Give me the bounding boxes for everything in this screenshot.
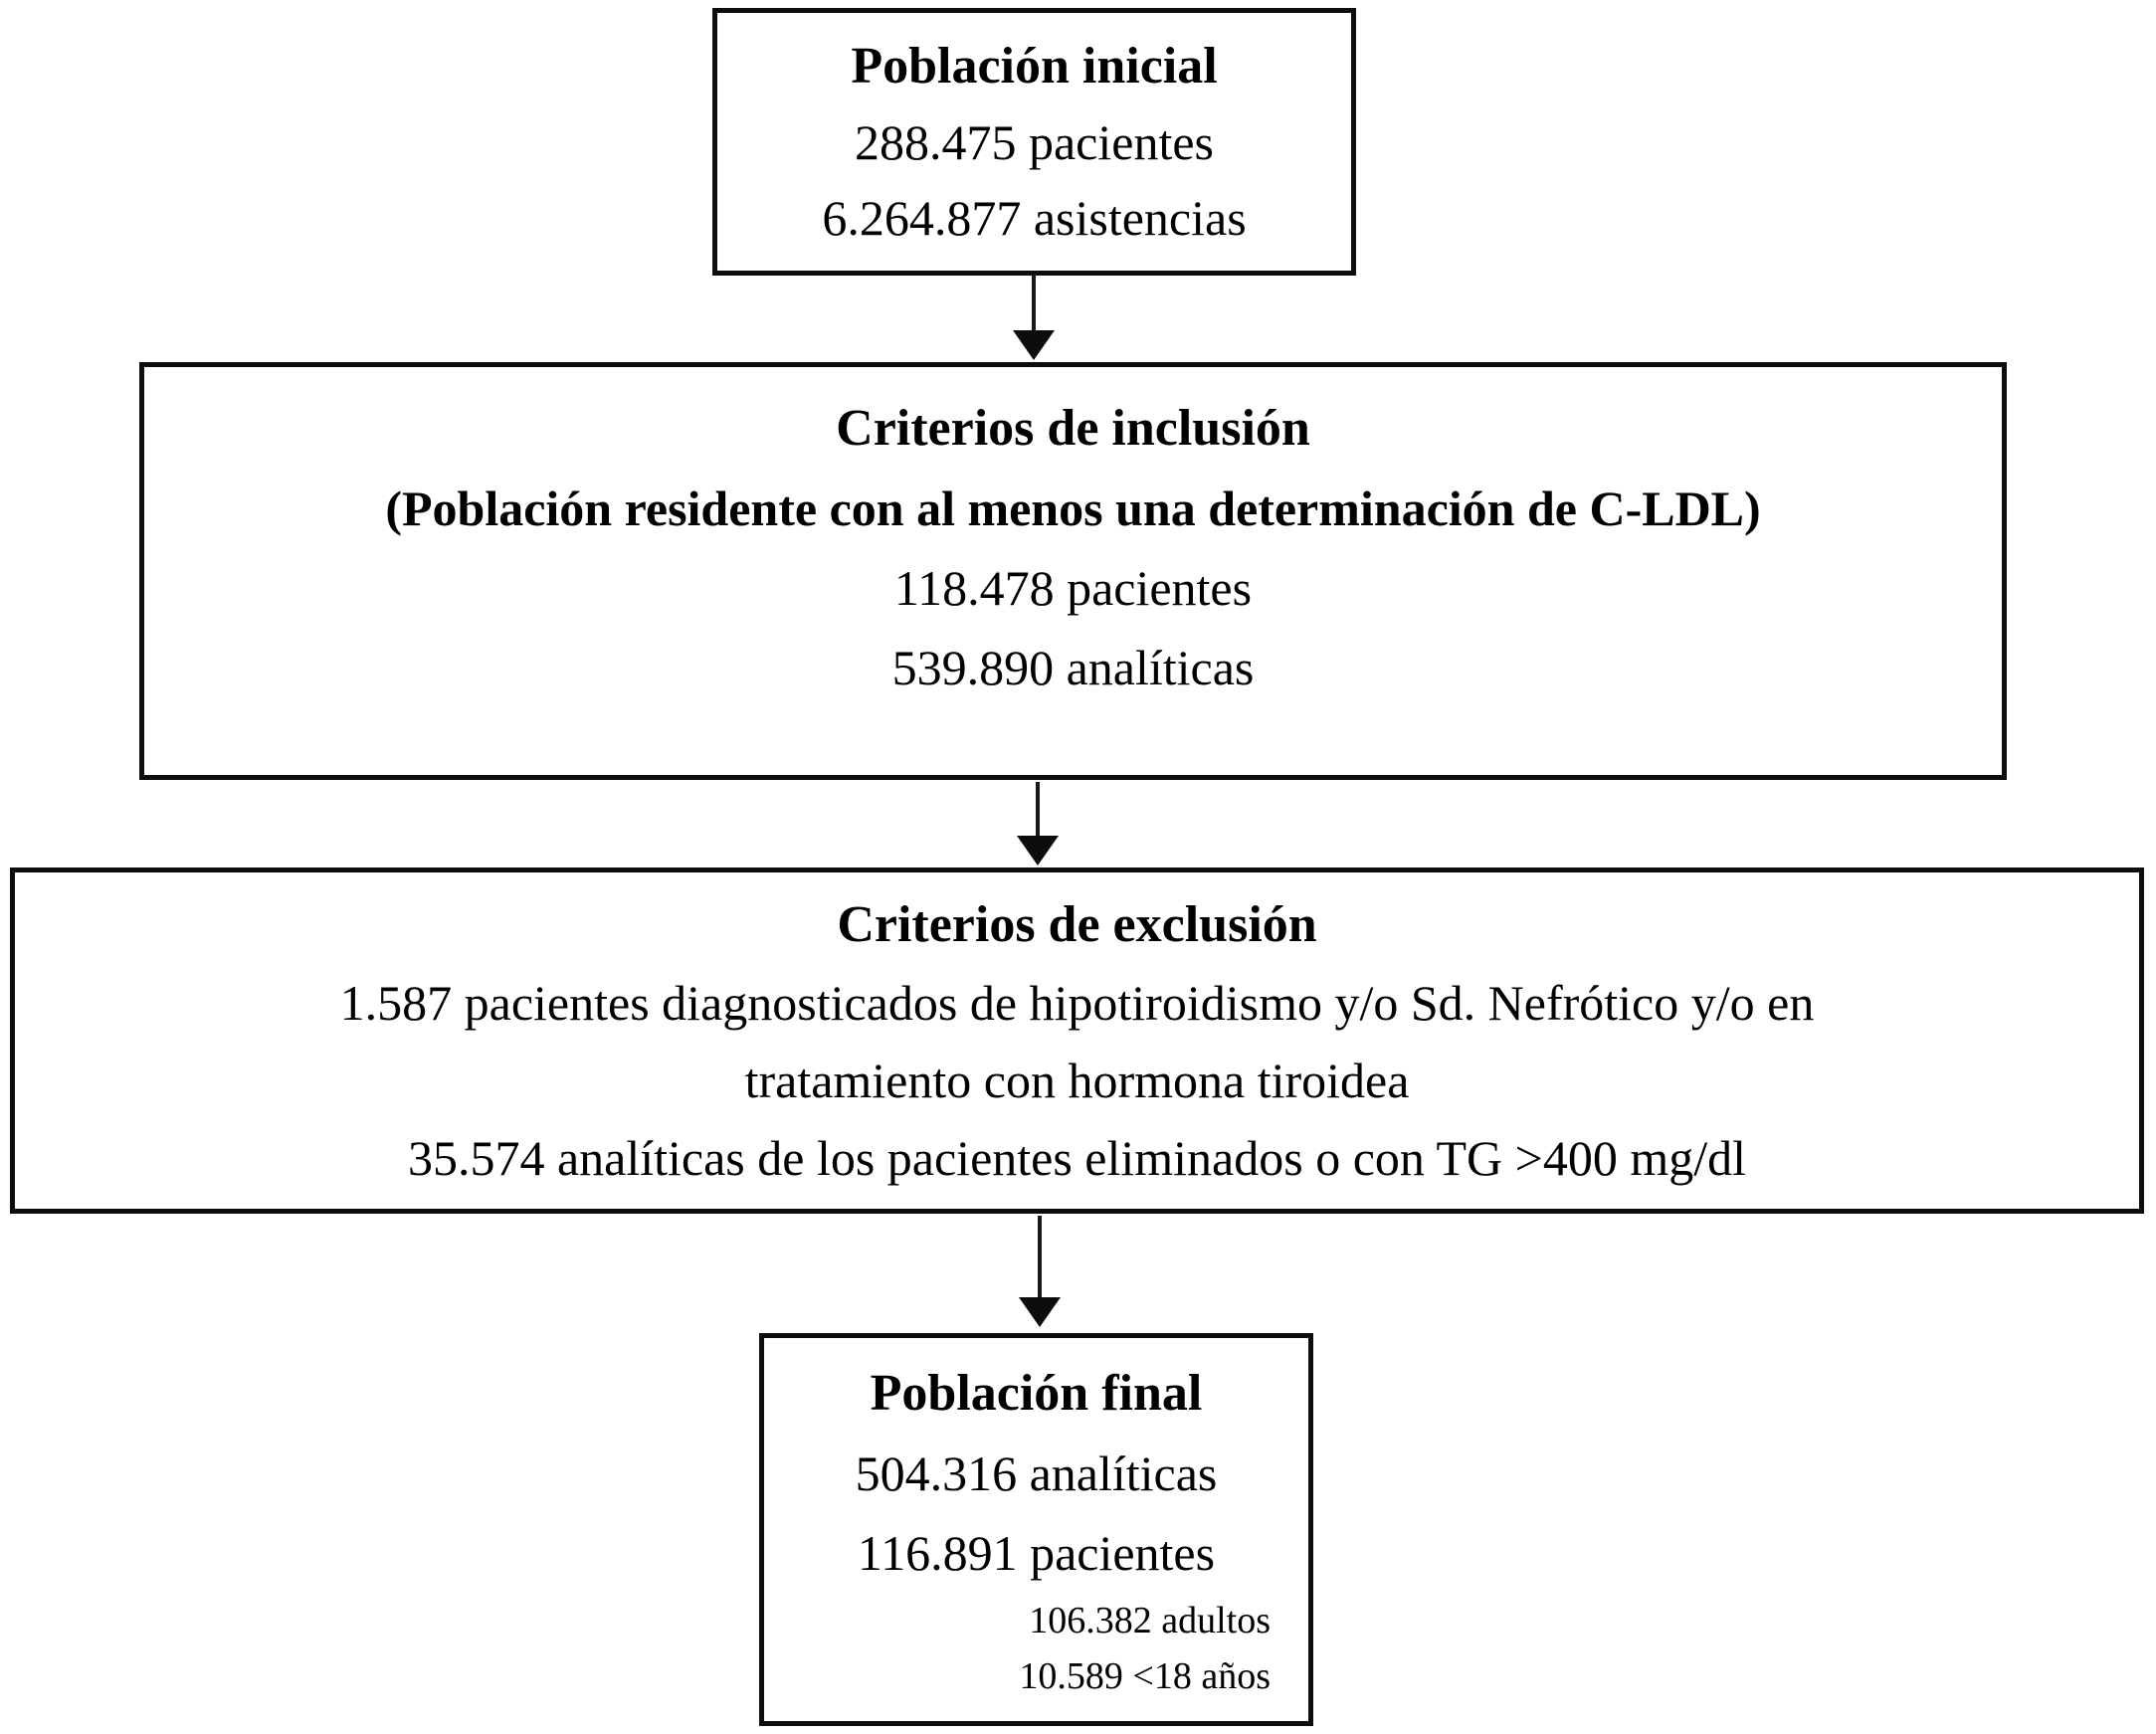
box-criterios-inclusion-subtitle: (Población residente con al menos una de… xyxy=(385,481,1761,536)
down-arrow-icon xyxy=(1018,1216,1062,1327)
box-criterios-inclusion-title: Criterios de inclusión xyxy=(836,400,1310,457)
box-criterios-exclusion-title: Criterios de exclusión xyxy=(837,896,1317,953)
box-poblacion-final-line-pacientes: 116.891 pacientes xyxy=(857,1525,1216,1581)
box-criterios-inclusion-line-analiticas: 539.890 analíticas xyxy=(891,640,1255,695)
box-poblacion-final-line-adultos: 106.382 adultos xyxy=(1029,1600,1271,1641)
box-poblacion-final-line-menores: 10.589 <18 años xyxy=(1019,1655,1271,1697)
down-arrow-shaft xyxy=(1038,1216,1042,1297)
down-arrow-shaft xyxy=(1032,276,1036,330)
box-poblacion-final-title: Población final xyxy=(870,1365,1203,1422)
box-poblacion-final: Población final 504.316 analíticas 116.8… xyxy=(759,1333,1313,1726)
box-poblacion-final-line-analiticas: 504.316 analíticas xyxy=(855,1445,1218,1501)
down-arrow-head xyxy=(1019,1297,1061,1327)
box-poblacion-inicial: Población inicial 288.475 pacientes 6.26… xyxy=(712,8,1356,276)
box-criterios-inclusion: Criterios de inclusión (Población reside… xyxy=(139,362,2007,780)
box-poblacion-inicial-line-pacientes: 288.475 pacientes xyxy=(854,113,1214,170)
box-criterios-inclusion-line-pacientes: 118.478 pacientes xyxy=(893,560,1253,616)
box-criterios-exclusion-line-analiticas: 35.574 analíticas de los pacientes elimi… xyxy=(407,1130,1747,1186)
box-poblacion-inicial-title: Población inicial xyxy=(851,37,1218,95)
box-criterios-exclusion-line-pacientes-1: 1.587 pacientes diagnosticados de hipoti… xyxy=(339,975,1815,1031)
box-criterios-exclusion-line-pacientes-2: tratamiento con hormona tiroidea xyxy=(744,1053,1410,1108)
down-arrow-icon xyxy=(1012,276,1056,360)
down-arrow-icon xyxy=(1016,782,1060,866)
box-criterios-exclusion: Criterios de exclusión 1.587 pacientes d… xyxy=(10,867,2144,1214)
box-poblacion-inicial-line-asistencias: 6.264.877 asistencias xyxy=(822,189,1247,246)
down-arrow-head xyxy=(1013,330,1055,360)
box-poblacion-final-breakdown: 106.382 adultos 10.589 <18 años xyxy=(1019,1593,1308,1704)
down-arrow-head xyxy=(1017,836,1059,866)
down-arrow-shaft xyxy=(1036,782,1040,836)
